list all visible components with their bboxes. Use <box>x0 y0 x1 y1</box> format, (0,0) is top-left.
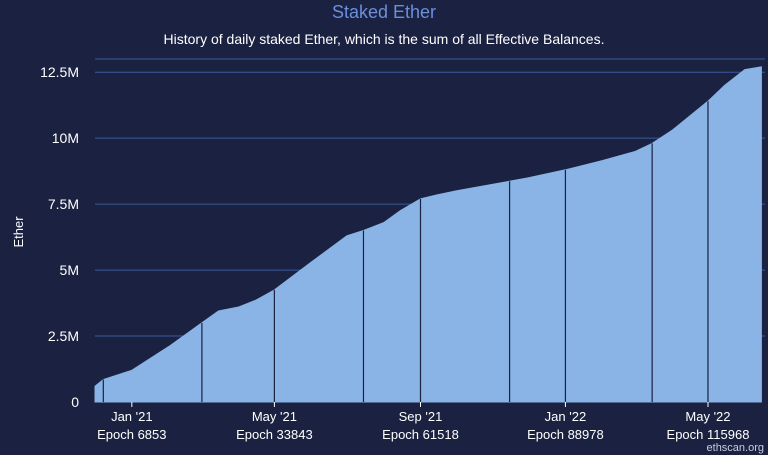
series-area <box>94 66 762 403</box>
x-tick-markers <box>102 101 709 402</box>
x-tick-epoch-label: Epoch 33843 <box>236 427 313 442</box>
y-tick-label: 5M <box>60 262 79 278</box>
x-tick-label: Jan '21 <box>111 409 153 424</box>
x-tick-epoch-label: Epoch 115968 <box>667 427 750 442</box>
x-tick-epoch-label: Epoch 6853 <box>97 427 166 442</box>
watermark: ethscan.org <box>706 442 764 454</box>
chart-subtitle: History of daily staked Ether, which is … <box>163 31 605 47</box>
x-tick-epoch-label: Epoch 88978 <box>527 427 604 442</box>
x-tick-label: May '21 <box>252 409 297 424</box>
x-tick-label: Jan '22 <box>545 409 587 424</box>
y-axis-ticks: 0 2.5M 5M 7.5M 10M 12.5M <box>40 64 79 410</box>
x-tick-label: Sep '21 <box>399 409 443 424</box>
y-tick-label: 2.5M <box>48 328 79 344</box>
y-tick-label: 7.5M <box>48 196 79 212</box>
y-axis-label: Ether <box>11 216 26 248</box>
y-tick-label: 12.5M <box>40 64 79 80</box>
staked-ether-area <box>94 66 762 403</box>
chart-title: Staked Ether <box>331 2 437 22</box>
y-tick-label: 0 <box>71 394 79 410</box>
y-tick-label: 10M <box>52 130 79 146</box>
x-tick-label: May '22 <box>685 409 730 424</box>
x-axis-ticks: Jan '21 Epoch 6853 May '21 Epoch 33843 Sep '… <box>97 402 749 442</box>
x-tick-epoch-label: Epoch 61518 <box>382 427 459 442</box>
